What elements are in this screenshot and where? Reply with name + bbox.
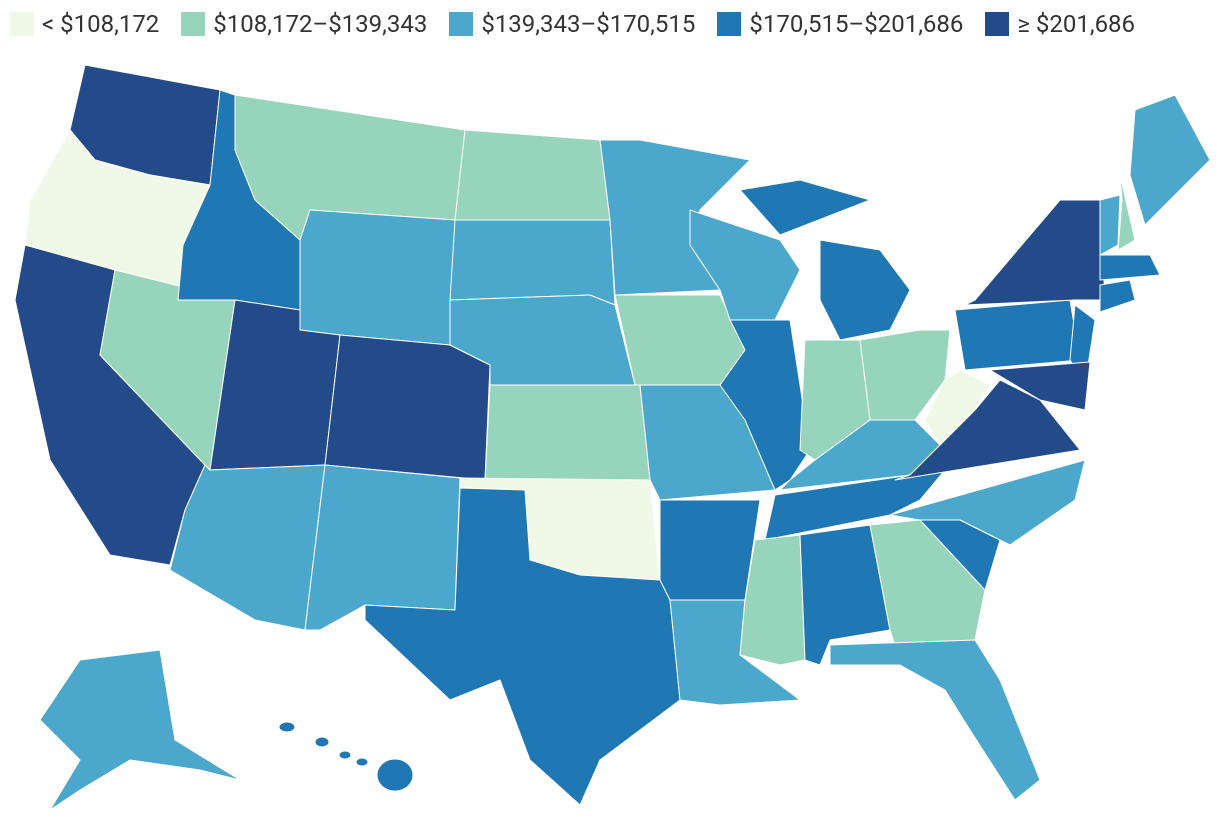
state	[1129, 94, 1211, 226]
state	[304, 464, 461, 631]
state	[278, 721, 296, 733]
legend-swatch	[985, 12, 1010, 36]
legend: < $108,172 $108,172–$139,343 $139,343–$170…	[10, 10, 1135, 38]
legend-swatch	[449, 12, 474, 36]
state	[449, 219, 616, 306]
state	[659, 499, 761, 601]
state	[1117, 174, 1136, 251]
legend-label: $108,172–$139,343	[213, 10, 428, 38]
state	[779, 419, 941, 491]
legend-label: < $108,172	[42, 10, 160, 38]
state	[739, 179, 871, 236]
legend-label: $139,343–$170,515	[481, 10, 696, 38]
state	[819, 239, 911, 341]
legend-item: ≥ $201,686	[985, 10, 1135, 38]
state	[454, 129, 611, 221]
legend-label: $170,515–$201,686	[749, 10, 964, 38]
state	[954, 299, 1081, 371]
state	[1099, 254, 1161, 281]
state	[719, 319, 811, 491]
state	[614, 294, 746, 386]
state	[355, 757, 369, 767]
state	[1099, 194, 1121, 256]
legend-label: ≥ $201,686	[1017, 10, 1136, 38]
state	[964, 199, 1106, 306]
legend-item: $170,515–$201,686	[717, 10, 963, 38]
state	[299, 209, 456, 346]
state	[829, 639, 1041, 801]
legend-swatch	[10, 12, 34, 36]
state	[484, 384, 651, 481]
state	[39, 649, 241, 811]
state	[376, 758, 414, 792]
states	[14, 64, 1211, 811]
state	[889, 459, 1086, 546]
legend-swatch	[181, 12, 206, 36]
state	[338, 750, 352, 760]
state	[924, 369, 991, 446]
state	[324, 334, 491, 481]
state	[314, 736, 330, 748]
legend-item: $108,172–$139,343	[181, 10, 427, 38]
legend-item: $139,343–$170,515	[449, 10, 695, 38]
state	[1099, 279, 1136, 313]
state	[364, 487, 681, 806]
state	[989, 361, 1091, 411]
legend-swatch	[717, 12, 742, 36]
legend-item: < $108,172	[10, 10, 159, 38]
